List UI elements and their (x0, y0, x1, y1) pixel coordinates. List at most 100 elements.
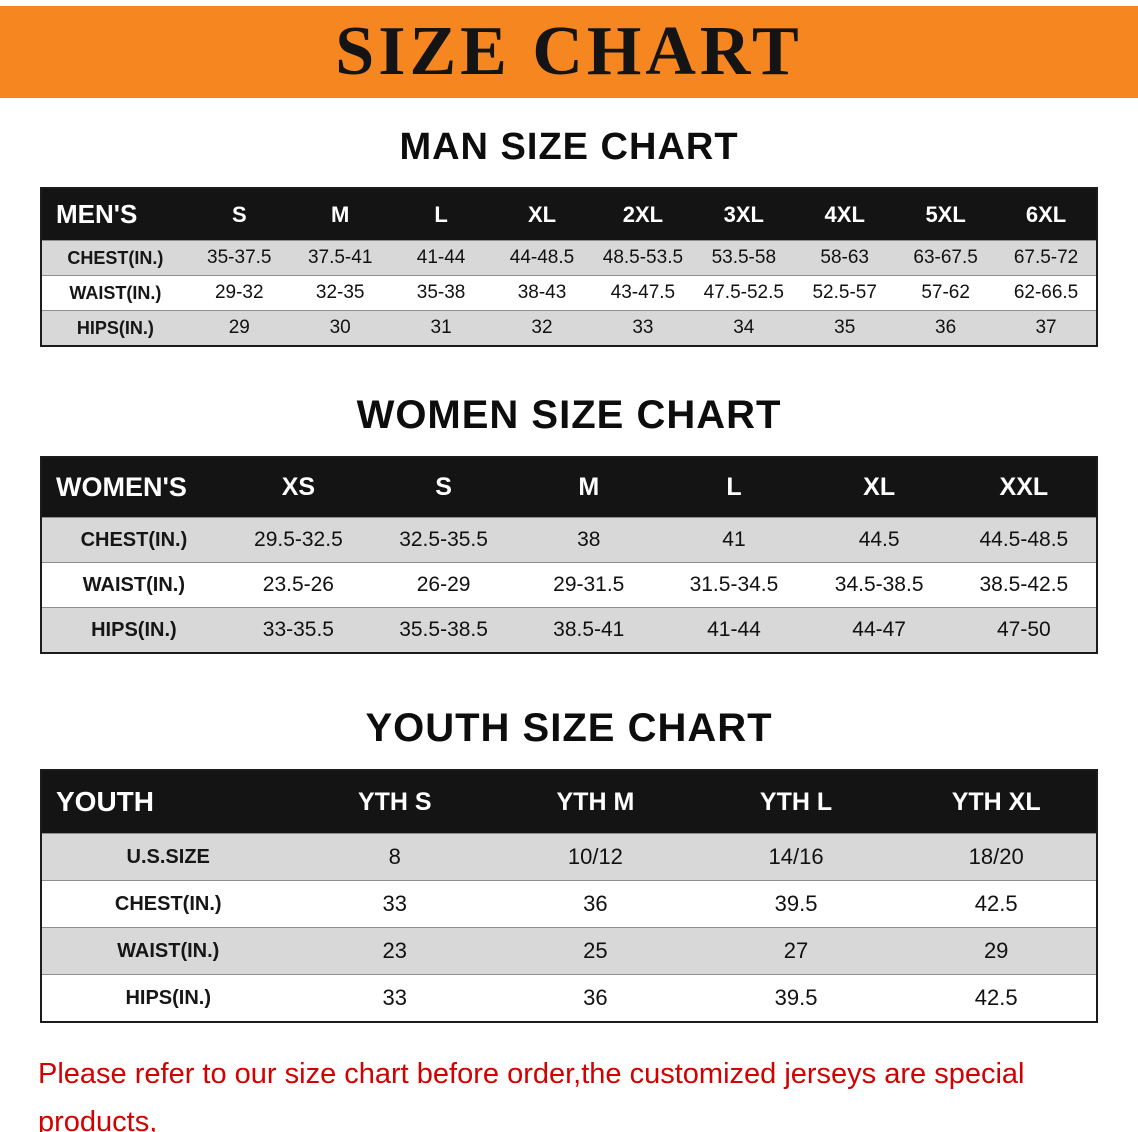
table-row: HIPS(IN.) 33 36 39.5 42.5 (41, 974, 1097, 1022)
data-cell: 33-35.5 (225, 607, 371, 653)
data-cell: 37 (996, 310, 1097, 346)
data-cell: 29-32 (188, 275, 290, 311)
column-header-cell: 4XL (794, 188, 896, 241)
column-header-cell: YTH XL (896, 770, 1097, 834)
row-label-cell: HIPS(IN.) (41, 607, 226, 653)
column-header-cell: L (661, 457, 807, 518)
column-header-cell: S (370, 457, 517, 518)
table-row: HIPS(IN.) 29 30 31 32 33 34 35 36 37 (41, 310, 1097, 346)
row-label-cell: HIPS(IN.) (41, 310, 189, 346)
row-label-cell: CHEST(IN.) (41, 240, 189, 276)
table-title-cell: YOUTH (41, 770, 295, 834)
data-cell: 33 (294, 880, 496, 928)
data-cell: 14/16 (695, 833, 897, 881)
data-cell: 38.5-42.5 (951, 562, 1097, 608)
row-label-cell: WAIST(IN.) (41, 275, 189, 311)
youth-size-table: YOUTH YTH S YTH M YTH L YTH XL U.S.SIZE 8 10/12… (40, 769, 1098, 1023)
column-header-cell: XXL (951, 457, 1097, 518)
data-cell: 35-37.5 (188, 240, 290, 276)
data-cell: 44.5 (806, 517, 952, 563)
men-section-heading: MAN SIZE CHART (399, 126, 739, 168)
data-cell: 57-62 (895, 275, 997, 311)
table-title-cell: MEN'S (41, 188, 189, 241)
header-row: WOMEN'S XS S M L XL XXL (41, 457, 1097, 518)
column-header-cell: 5XL (895, 188, 997, 241)
data-cell: 38 (516, 517, 662, 563)
column-header-cell: 3XL (693, 188, 795, 241)
disclaimer-line-1: Please refer to our size chart before or… (38, 1058, 1025, 1132)
data-cell: 36 (495, 974, 696, 1022)
column-header-cell: S (188, 188, 290, 241)
column-header-cell: XL (806, 457, 952, 518)
data-cell: 23 (294, 927, 496, 975)
column-header-cell: 6XL (996, 188, 1097, 241)
disclaimer: Please refer to our size chart before or… (38, 1051, 1100, 1132)
data-cell: 31 (390, 310, 492, 346)
data-cell: 41-44 (661, 607, 807, 653)
table-row: WAIST(IN.) 23 25 27 29 (41, 927, 1097, 975)
row-label-cell: HIPS(IN.) (41, 974, 295, 1022)
women-section-heading: WOMEN SIZE CHART (356, 393, 782, 437)
table-row: CHEST(IN.) 33 36 39.5 42.5 (41, 880, 1097, 928)
data-cell: 41-44 (390, 240, 492, 276)
header-row: YOUTH YTH S YTH M YTH L YTH XL (41, 770, 1097, 834)
data-cell: 33 (592, 310, 694, 346)
men-size-table: MEN'S S M L XL 2XL 3XL 4XL 5XL 6XL CHEST(IN.) 35-37… (40, 187, 1098, 347)
banner-title: SIZE CHART (335, 13, 803, 90)
column-header-cell: M (289, 188, 391, 241)
table-title-cell: WOMEN'S (41, 457, 226, 518)
table-row: WAIST(IN.) 29-32 32-35 35-38 38-43 43-47.5 47.… (41, 275, 1097, 311)
data-cell: 32-35 (289, 275, 391, 311)
table-row: HIPS(IN.) 33-35.5 35.5-38.5 38.5-41 41-44 44-… (41, 607, 1097, 653)
table-row: U.S.SIZE 8 10/12 14/16 18/20 (41, 833, 1097, 881)
data-cell: 23.5-26 (225, 562, 371, 608)
data-cell: 47-50 (951, 607, 1097, 653)
row-label-cell: U.S.SIZE (41, 833, 295, 881)
data-cell: 44.5-48.5 (951, 517, 1097, 563)
data-cell: 25 (495, 927, 696, 975)
data-cell: 62-66.5 (996, 275, 1097, 311)
column-header-cell: XL (491, 188, 593, 241)
row-label-cell: WAIST(IN.) (41, 562, 226, 608)
data-cell: 27 (695, 927, 897, 975)
column-header-cell: YTH M (495, 770, 696, 834)
data-cell: 42.5 (896, 880, 1097, 928)
data-cell: 63-67.5 (895, 240, 997, 276)
data-cell: 35 (794, 310, 896, 346)
data-cell: 35.5-38.5 (370, 607, 517, 653)
data-cell: 39.5 (695, 880, 897, 928)
table-row: CHEST(IN.) 29.5-32.5 32.5-35.5 38 41 44.5 44.5… (41, 517, 1097, 563)
women-size-table: WOMEN'S XS S M L XL XXL CHEST(IN.) 29.5-32.5 32.5… (40, 456, 1098, 654)
header-row: MEN'S S M L XL 2XL 3XL 4XL 5XL 6XL (41, 188, 1097, 241)
data-cell: 29 (188, 310, 290, 346)
row-label-cell: CHEST(IN.) (41, 517, 226, 563)
data-cell: 26-29 (370, 562, 517, 608)
data-cell: 52.5-57 (794, 275, 896, 311)
data-cell: 36 (495, 880, 696, 928)
data-cell: 41 (661, 517, 807, 563)
data-cell: 29-31.5 (516, 562, 662, 608)
data-cell: 29 (896, 927, 1097, 975)
data-cell: 18/20 (896, 833, 1097, 881)
data-cell: 43-47.5 (592, 275, 694, 311)
data-cell: 32 (491, 310, 593, 346)
youth-section-heading: YOUTH SIZE CHART (365, 706, 773, 750)
data-cell: 38.5-41 (516, 607, 662, 653)
size-chart-banner: SIZE CHART (0, 6, 1138, 98)
table-row: CHEST(IN.) 35-37.5 37.5-41 41-44 44-48.5 48.5… (41, 240, 1097, 276)
data-cell: 31.5-34.5 (661, 562, 807, 608)
table-row: WAIST(IN.) 23.5-26 26-29 29-31.5 31.5-34.5 34… (41, 562, 1097, 608)
column-header-cell: M (516, 457, 662, 518)
data-cell: 53.5-58 (693, 240, 795, 276)
data-cell: 35-38 (390, 275, 492, 311)
data-cell: 10/12 (495, 833, 696, 881)
data-cell: 67.5-72 (996, 240, 1097, 276)
data-cell: 33 (294, 974, 496, 1022)
data-cell: 39.5 (695, 974, 897, 1022)
data-cell: 44-47 (806, 607, 952, 653)
column-header-cell: 2XL (592, 188, 694, 241)
data-cell: 29.5-32.5 (225, 517, 371, 563)
data-cell: 8 (294, 833, 496, 881)
data-cell: 36 (895, 310, 997, 346)
column-header-cell: L (390, 188, 492, 241)
